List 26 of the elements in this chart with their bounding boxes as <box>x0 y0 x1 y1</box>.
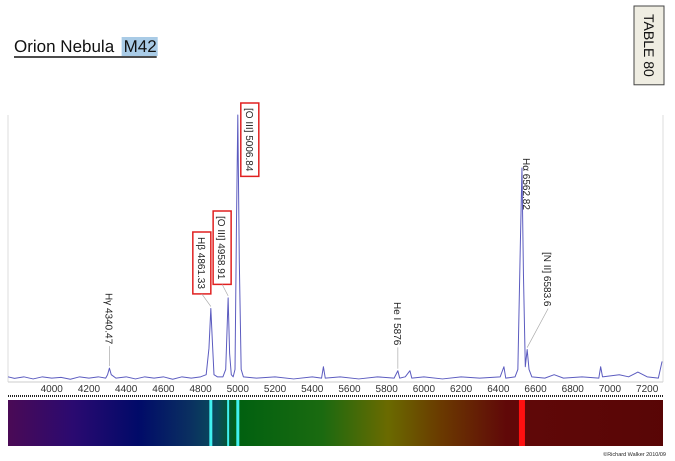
x-tick-label: 6800 <box>562 384 584 396</box>
x-tick-label: 5800 <box>376 384 398 396</box>
x-tick-label: 6000 <box>412 384 436 396</box>
annotation: [N II] 6583.6 <box>541 252 552 307</box>
x-tick-label: 5200 <box>264 384 287 396</box>
annotation: [O III] 4958.91 <box>215 216 226 280</box>
x-tick-label: 5600 <box>338 384 362 396</box>
x-tick-label: 4800 <box>189 384 212 396</box>
x-tick-label: 7000 <box>598 384 622 396</box>
x-tick-label: 6400 <box>487 384 510 396</box>
x-tick-label: 6200 <box>450 384 473 396</box>
x-tick-label: 5400 <box>301 384 324 396</box>
x-tick-label: 4000 <box>40 384 64 396</box>
x-tick-label: 6600 <box>524 384 548 396</box>
x-tick-label: 4600 <box>152 384 175 396</box>
x-tick-label: 4200 <box>78 384 101 396</box>
annotation: [O III] 5006.84 <box>242 108 254 172</box>
annotation: Hγ 4340.47 <box>102 293 114 345</box>
annotation: Hβ 4861.33 <box>194 237 206 290</box>
chart-title: Orion Nebula M42 <box>14 37 157 56</box>
x-tick-label: 5000 <box>226 384 250 396</box>
annotation: Hα 6562.82 <box>520 158 531 210</box>
annotation: He I 5876 <box>390 302 402 346</box>
x-tick-label: 4400 <box>115 384 138 396</box>
caption: TABLE 80 <box>641 14 657 77</box>
x-tick-label: 7200 <box>636 384 659 396</box>
